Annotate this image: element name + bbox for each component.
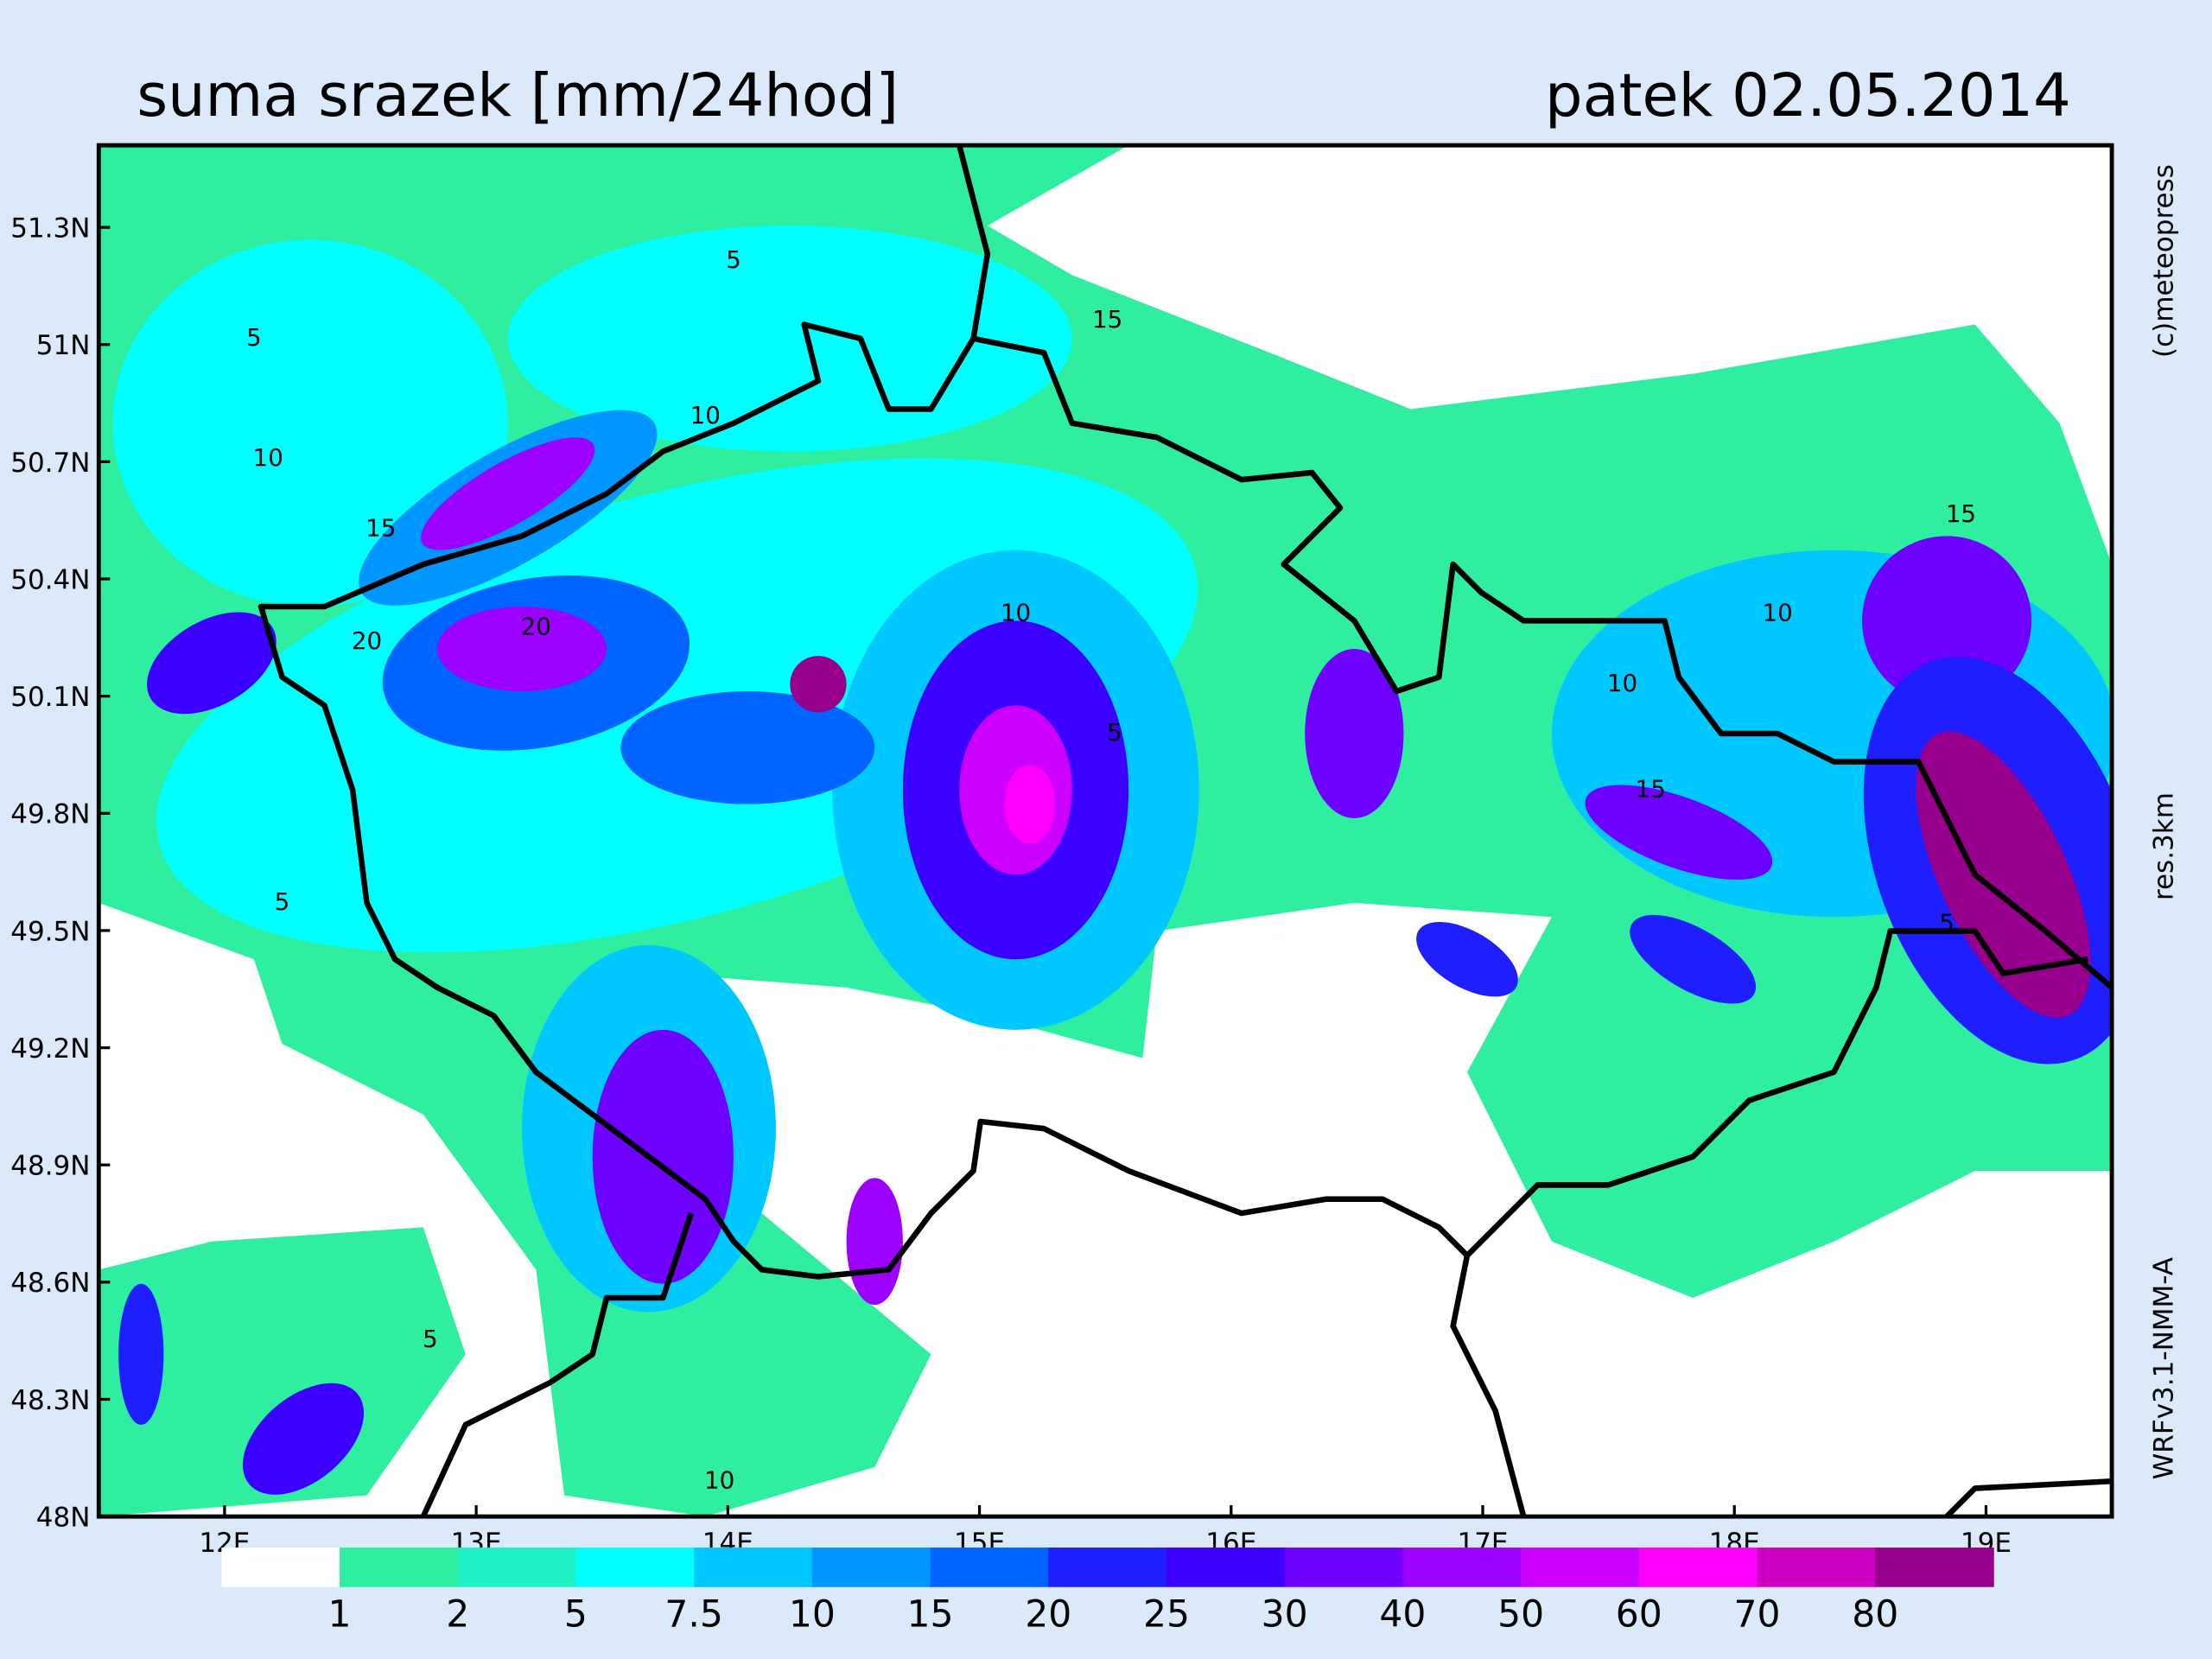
colorbar-swatch	[457, 1548, 577, 1587]
colorbar-label: 20	[1025, 1593, 1071, 1636]
y-tick-label: 50.4N	[10, 564, 90, 595]
contour-labels: 5 10 15 20 5 10 15 20 10 5 15 10 5 10 15 5 10 5	[246, 245, 1976, 1494]
colorbar-label: 7.5	[664, 1593, 722, 1636]
colorbar-swatch	[1875, 1548, 1994, 1587]
colorbar-label: 2	[446, 1593, 469, 1636]
map-area: 5 10 15 20 5 10 15 20 10 5 15 10 5 10 15 5 10 5	[99, 145, 2113, 1517]
contour-label: 5	[726, 245, 741, 274]
colorbar-swatch	[1284, 1548, 1404, 1587]
y-tick-label: 49.8N	[10, 799, 90, 830]
y-tick-label: 50.7N	[10, 448, 90, 479]
colorbar-label: 80	[1852, 1593, 1898, 1636]
contour-label: 10	[1001, 598, 1031, 626]
contour-label: 15	[1092, 305, 1122, 334]
y-tick-label: 51.3N	[10, 213, 90, 245]
credit: (c)meteopress	[2148, 164, 2179, 358]
contour-label: 5	[246, 323, 262, 352]
borders	[257, 145, 2113, 1517]
precip-fields	[99, 145, 2113, 1517]
contour-label: 10	[253, 443, 283, 472]
y-tick-label: 48N	[36, 1503, 91, 1534]
colorbar-swatch	[1521, 1548, 1640, 1587]
colorbar-swatch	[1757, 1548, 1877, 1587]
contour-label: 20	[352, 626, 382, 655]
y-tick-label: 48.6N	[10, 1268, 90, 1299]
colorbar-swatch	[1402, 1548, 1522, 1587]
colorbar-swatch	[1166, 1548, 1286, 1587]
colorbar-swatch	[1048, 1548, 1167, 1587]
colorbar-label: 1	[328, 1593, 352, 1636]
colorbar-label: 15	[907, 1593, 954, 1636]
colorbar-label: 10	[789, 1593, 836, 1636]
colorbar-swatch	[930, 1548, 1050, 1587]
colorbar-label: 30	[1262, 1593, 1308, 1636]
colorbar-label: 40	[1379, 1593, 1426, 1636]
contour-label: 5	[1939, 909, 1955, 938]
contour-label: 5	[275, 887, 290, 916]
y-tick-label: 48.3N	[10, 1385, 90, 1416]
credit: res.3km	[2148, 792, 2179, 900]
colorbar: 1 2 5 7.5 10 15 20 25 30 40 50 60 70 80	[221, 1548, 1994, 1636]
colorbar-swatch	[1638, 1548, 1758, 1587]
credit: WRFv3.1-NMM-A	[2148, 1257, 2179, 1479]
contour-label: 20	[521, 613, 551, 641]
contour-label: 10	[690, 401, 721, 429]
colorbar-swatch	[340, 1548, 459, 1587]
y-tick-label: 51N	[36, 330, 91, 361]
contour-label: 15	[1946, 499, 1976, 528]
contour-label: 10	[1607, 669, 1637, 697]
colorbar-swatch	[221, 1548, 340, 1587]
colorbar-swatch	[575, 1548, 695, 1587]
colorbar-label: 50	[1497, 1593, 1544, 1636]
date: patek 02.05.2014	[1545, 61, 2071, 130]
colorbar-label: 5	[564, 1593, 588, 1636]
y-tick-label: 49.2N	[10, 1033, 90, 1065]
colorbar-label: 70	[1734, 1593, 1781, 1636]
colorbar-swatch	[694, 1548, 813, 1587]
contour-label: 5	[423, 1325, 438, 1353]
colorbar-label: 25	[1143, 1593, 1190, 1636]
colorbar-label: 60	[1616, 1593, 1662, 1636]
contour-label: 10	[1762, 598, 1792, 626]
map-frame	[96, 143, 2114, 1519]
contour-label: 5	[1107, 718, 1122, 747]
title: suma srazek [mm/24hod]	[137, 61, 899, 130]
contour-label: 15	[1636, 774, 1666, 803]
contour-label: 15	[365, 513, 396, 542]
y-tick-label: 49.5N	[10, 916, 90, 947]
contour-label: 10	[704, 1465, 734, 1494]
y-tick-label: 48.9N	[10, 1151, 90, 1182]
colorbar-swatch	[811, 1548, 931, 1587]
y-tick-label: 50.1N	[10, 682, 90, 713]
